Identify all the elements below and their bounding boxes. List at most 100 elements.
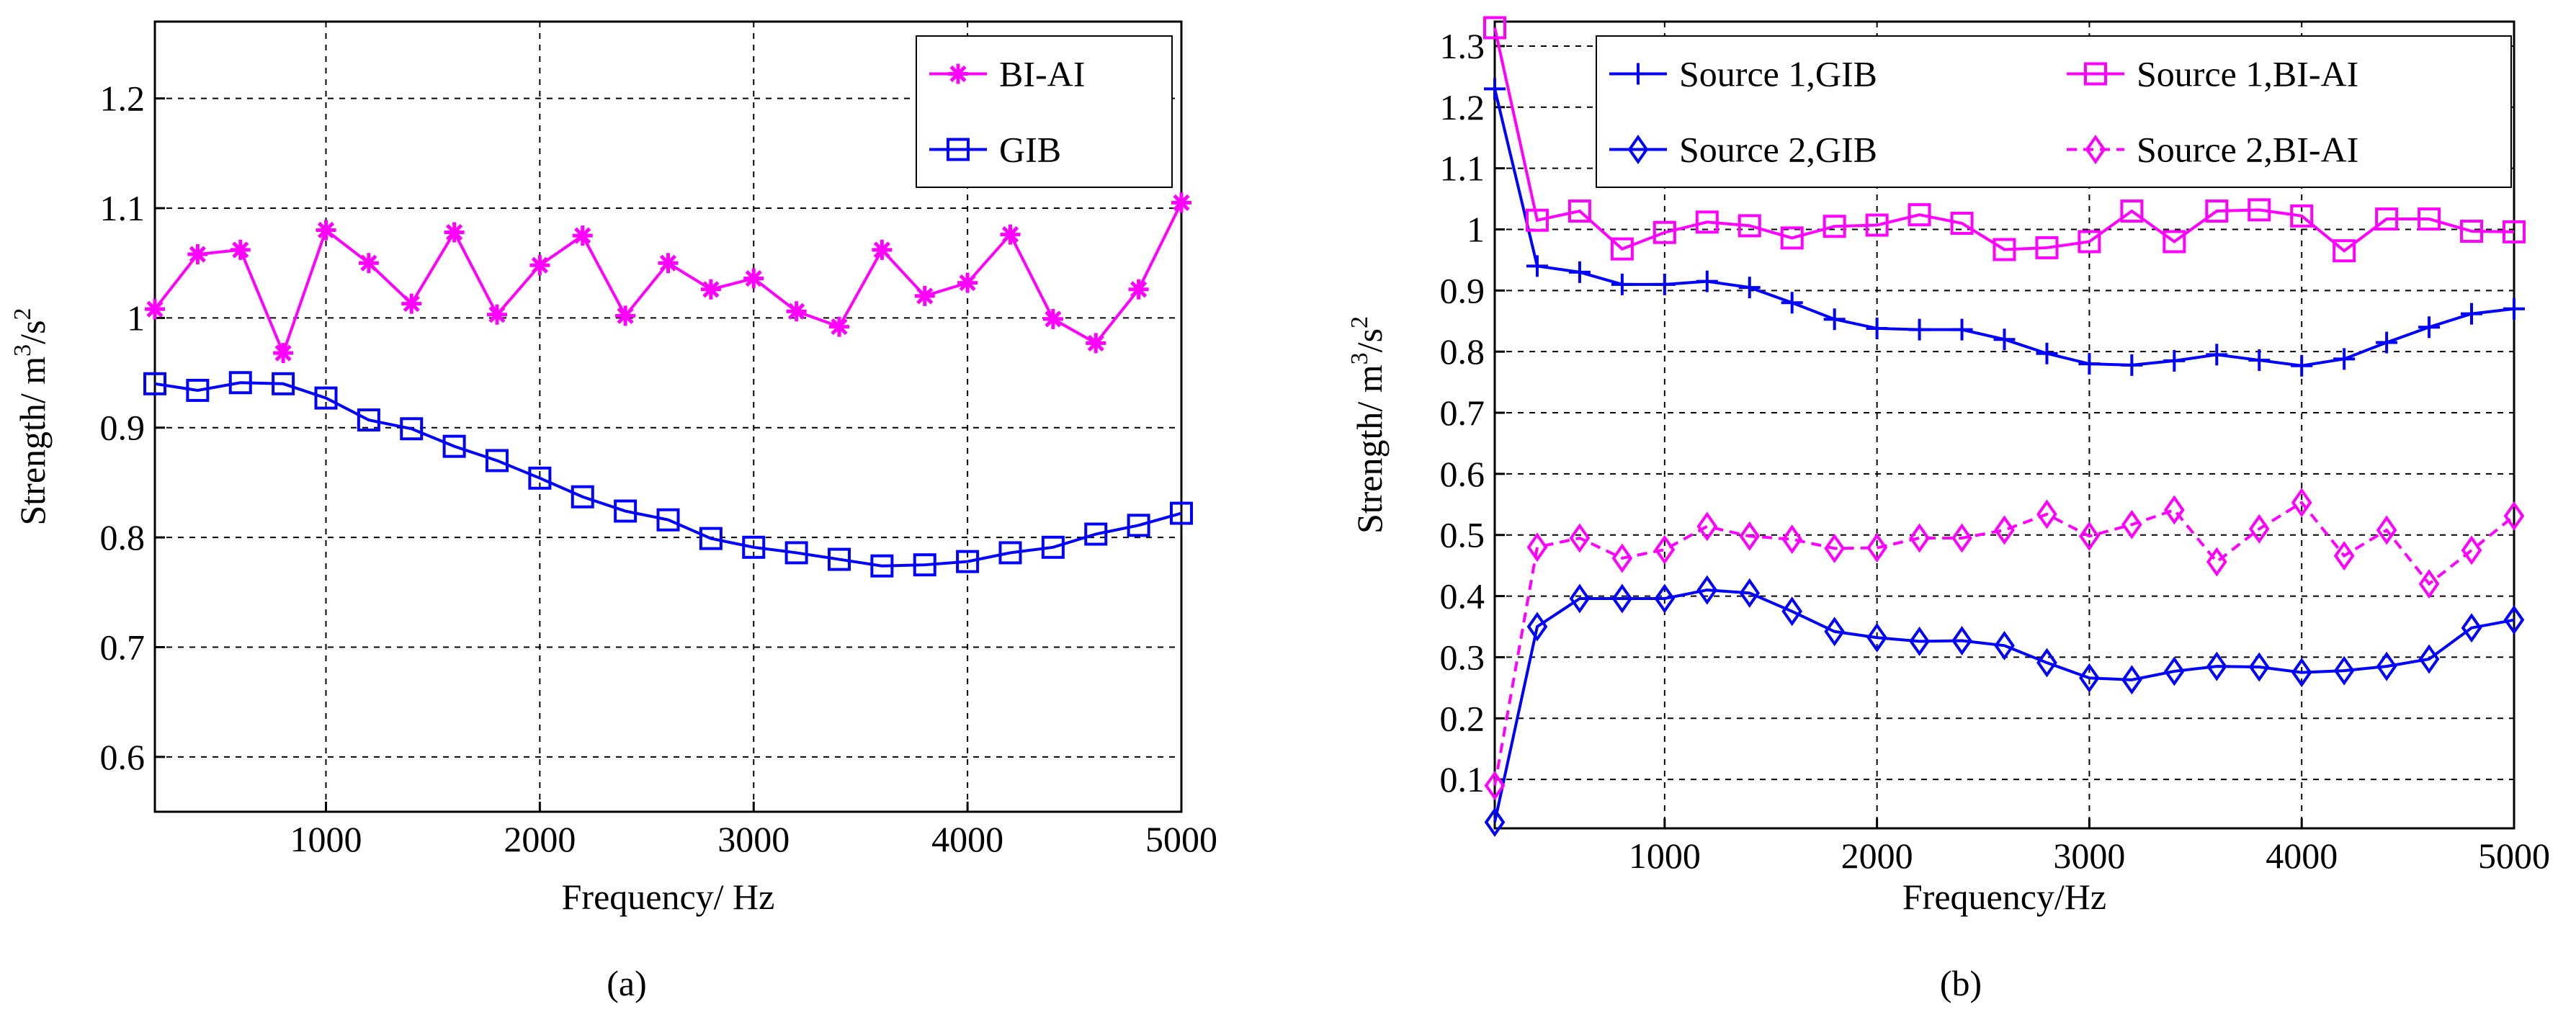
data-point xyxy=(1824,533,1846,563)
series-line xyxy=(1493,588,2515,823)
x-axis-label: Frequency/Hz xyxy=(1902,877,2106,917)
y-axis-label-exponent: 2 xyxy=(1346,316,1373,328)
y-axis-label-exponent: 3 xyxy=(1346,352,1373,364)
y-axis-label-exponent: 2 xyxy=(9,308,36,320)
data-point xyxy=(1950,212,1974,235)
x-tick-label: 4000 xyxy=(931,819,1003,859)
x-tick-label: 1000 xyxy=(290,819,362,859)
data-point xyxy=(2375,207,2399,231)
data-point xyxy=(1484,771,1506,801)
data-point xyxy=(2121,665,2142,695)
data-point xyxy=(1738,277,1761,299)
data-point xyxy=(2163,656,2185,686)
y-axis-label: Strength/ m3/s2 xyxy=(1346,316,1390,534)
y-tick-label: 0.6 xyxy=(100,737,146,777)
data-point xyxy=(1171,192,1191,213)
data-point xyxy=(1653,220,1676,244)
data-point xyxy=(2376,515,2397,545)
legend-label: Source 2,GIB xyxy=(1679,130,1877,170)
data-point xyxy=(1994,630,2015,661)
data-point xyxy=(2461,535,2482,565)
y-axis-label: Strength/ m3/s2 xyxy=(9,308,53,525)
data-point xyxy=(1484,807,1506,838)
data-point xyxy=(2418,569,2440,599)
data-point xyxy=(699,527,723,550)
data-point xyxy=(2291,658,2312,688)
y-tick-label: 0.3 xyxy=(1440,637,1485,677)
data-point xyxy=(957,272,978,293)
data-point xyxy=(2333,541,2355,571)
data-point xyxy=(1739,521,1761,551)
data-point xyxy=(2248,198,2271,222)
data-point xyxy=(2206,547,2227,577)
y-axis-label-text: Strength/ m xyxy=(12,357,53,526)
x-tick-label: 5000 xyxy=(2478,836,2550,876)
data-point xyxy=(2503,297,2525,320)
data-point xyxy=(1738,214,1761,238)
y-tick-label: 0.8 xyxy=(100,517,146,558)
data-point xyxy=(2418,316,2441,339)
x-tick-label: 4000 xyxy=(2266,836,2338,876)
legend: BI-AI GIB xyxy=(916,35,1173,188)
data-point xyxy=(1908,203,1931,227)
data-point xyxy=(1654,534,1676,565)
series-line xyxy=(1493,27,2515,253)
data-point xyxy=(742,535,766,559)
y-tick-label: 1.1 xyxy=(1440,148,1485,189)
data-point xyxy=(143,372,166,395)
x-axis-label: Frequency/ Hz xyxy=(562,877,775,917)
data-point xyxy=(2206,651,2227,681)
data-point xyxy=(1696,511,1718,542)
data-point xyxy=(1781,596,1803,627)
data-point xyxy=(2290,204,2314,228)
data-point xyxy=(1568,261,1591,283)
data-point xyxy=(1084,522,1108,546)
y-tick-label: 0.9 xyxy=(1440,270,1485,310)
data-point xyxy=(486,449,509,473)
legend-item: Source 1,BI-AI xyxy=(2067,54,2358,94)
data-point xyxy=(1000,224,1021,245)
data-point xyxy=(2079,663,2100,693)
data-point xyxy=(145,299,165,320)
data-point xyxy=(1951,523,1972,553)
chart-a: 1000 2000 3000 4000 5000 0.6 0.7 0.8 0.9 1 1.1 1.2 F… xyxy=(9,20,1217,1003)
data-point xyxy=(1610,237,1634,261)
y-tick-label: 0.4 xyxy=(1440,576,1485,617)
legend-label: Source 1,GIB xyxy=(1679,54,1877,94)
data-point xyxy=(1909,523,1930,553)
data-point xyxy=(1993,328,2016,351)
legend-marker xyxy=(1627,135,1649,164)
data-point xyxy=(2121,354,2143,376)
data-point xyxy=(2503,220,2526,243)
data-point xyxy=(228,371,252,395)
chart-b: 1000 2000 3000 4000 5000 0.1 0.2 0.3 0.4 0.5 0.6 0.… xyxy=(1346,16,2550,1003)
data-point xyxy=(1170,501,1193,525)
data-point xyxy=(1739,578,1761,608)
legend-item: Source 1,GIB xyxy=(1609,54,1877,94)
legend-box xyxy=(916,35,1173,188)
plot-frame xyxy=(153,20,1183,813)
data-point xyxy=(2333,239,2356,263)
data-point xyxy=(1611,543,1633,573)
data-point xyxy=(1041,535,1065,559)
data-point xyxy=(358,253,379,274)
data-point xyxy=(1653,273,1676,295)
data-point xyxy=(400,417,424,441)
x-tick-label: 1000 xyxy=(1629,836,1701,876)
data-point xyxy=(2035,236,2059,259)
data-point xyxy=(872,239,893,260)
data-point xyxy=(314,386,338,410)
y-tick-label: 0.5 xyxy=(1440,515,1485,555)
data-point xyxy=(2163,495,2185,525)
data-point xyxy=(1127,514,1150,537)
data-point xyxy=(187,244,208,265)
data-point xyxy=(2078,353,2101,375)
y-tick-label: 1.2 xyxy=(100,79,146,119)
data-point xyxy=(2333,655,2355,686)
data-point xyxy=(700,279,721,300)
data-point xyxy=(2248,349,2271,372)
data-point xyxy=(1781,524,1803,555)
data-point xyxy=(2036,499,2057,529)
data-point xyxy=(2291,354,2313,377)
